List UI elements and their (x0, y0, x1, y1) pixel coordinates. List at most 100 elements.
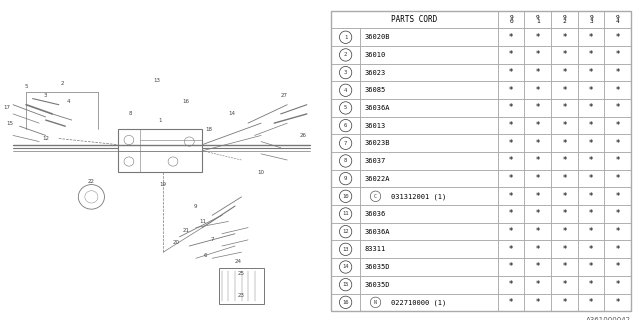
Bar (524, 134, 551, 152)
Text: *: * (536, 139, 540, 148)
Text: 36020B: 36020B (365, 34, 390, 40)
Bar (360, 258, 498, 276)
Bar (578, 258, 605, 276)
Text: 9: 9 (194, 204, 198, 209)
Bar (360, 241, 498, 258)
Bar (332, 258, 360, 276)
Text: *: * (536, 210, 540, 219)
Bar (332, 81, 360, 99)
Bar (498, 81, 524, 99)
Text: *: * (509, 245, 513, 254)
Text: 5: 5 (24, 84, 28, 89)
Bar (524, 205, 551, 223)
Text: *: * (536, 86, 540, 95)
Bar (578, 81, 605, 99)
Text: *: * (616, 210, 620, 219)
Text: 6: 6 (204, 253, 207, 258)
Bar (118, 129, 202, 172)
Text: 24: 24 (235, 259, 242, 264)
Text: *: * (616, 68, 620, 77)
Bar (578, 134, 605, 152)
Text: *: * (589, 33, 593, 42)
Bar (578, 188, 605, 205)
Bar (605, 46, 631, 64)
Bar (332, 241, 360, 258)
Text: *: * (589, 280, 593, 289)
Bar (551, 205, 578, 223)
Text: *: * (589, 51, 593, 60)
Bar (524, 223, 551, 241)
Text: *: * (616, 156, 620, 165)
Text: 2: 2 (344, 52, 348, 57)
Bar (360, 170, 498, 188)
Text: *: * (616, 121, 620, 130)
Bar (605, 205, 631, 223)
Text: *: * (509, 174, 513, 183)
Bar (551, 46, 578, 64)
Text: 14: 14 (228, 111, 236, 116)
Bar (551, 258, 578, 276)
Text: *: * (509, 86, 513, 95)
Bar (605, 64, 631, 81)
Text: *: * (589, 156, 593, 165)
Bar (332, 152, 360, 170)
Text: 3: 3 (44, 93, 47, 98)
Bar (578, 11, 605, 28)
Text: 36010: 36010 (365, 52, 386, 58)
Bar (524, 81, 551, 99)
Text: 9
2: 9 2 (563, 15, 566, 24)
Bar (332, 276, 360, 293)
Bar (605, 81, 631, 99)
Text: 36023: 36023 (365, 69, 386, 76)
Bar (551, 223, 578, 241)
Text: *: * (563, 51, 566, 60)
Bar (605, 152, 631, 170)
Text: *: * (509, 51, 513, 60)
Bar (524, 28, 551, 46)
Text: *: * (589, 192, 593, 201)
Text: 031312001 (1): 031312001 (1) (391, 193, 447, 200)
Text: *: * (589, 86, 593, 95)
Text: *: * (536, 227, 540, 236)
Text: *: * (509, 103, 513, 112)
Text: 83311: 83311 (365, 246, 386, 252)
Text: 10: 10 (342, 194, 349, 199)
Text: *: * (589, 210, 593, 219)
Text: A361000042: A361000042 (586, 317, 631, 320)
Text: *: * (536, 245, 540, 254)
Bar (498, 170, 524, 188)
Text: 25: 25 (238, 271, 245, 276)
Text: *: * (509, 121, 513, 130)
Text: *: * (616, 245, 620, 254)
Text: 9: 9 (344, 176, 348, 181)
Text: *: * (616, 86, 620, 95)
Bar (605, 293, 631, 311)
Text: *: * (589, 121, 593, 130)
Text: 36035D: 36035D (365, 282, 390, 288)
Text: 19: 19 (160, 182, 166, 187)
Bar (551, 170, 578, 188)
Text: 6: 6 (344, 123, 348, 128)
Bar (605, 28, 631, 46)
Bar (498, 276, 524, 293)
Text: 4: 4 (67, 99, 70, 104)
Bar (360, 81, 498, 99)
Text: 9
4: 9 4 (616, 15, 620, 24)
Text: *: * (616, 33, 620, 42)
Text: *: * (509, 210, 513, 219)
Text: *: * (563, 262, 566, 271)
Bar (578, 205, 605, 223)
Text: 8: 8 (129, 111, 132, 116)
Bar (551, 64, 578, 81)
Bar (332, 223, 360, 241)
Text: *: * (616, 262, 620, 271)
Text: *: * (563, 103, 566, 112)
Bar (360, 28, 498, 46)
Bar (332, 64, 360, 81)
Text: 36013: 36013 (365, 123, 386, 129)
Text: *: * (509, 192, 513, 201)
Bar (524, 188, 551, 205)
Text: *: * (563, 210, 566, 219)
Bar (524, 241, 551, 258)
Text: *: * (616, 139, 620, 148)
